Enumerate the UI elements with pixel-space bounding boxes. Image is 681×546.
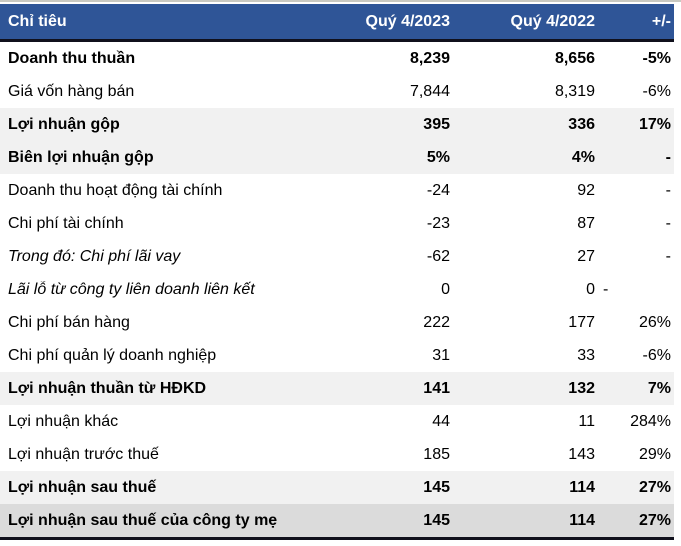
header-q4-2022: Quý 4/2022 [510,12,596,30]
value-change: 27% [638,511,671,529]
header-q4-2023: Quý 4/2023 [365,12,451,30]
value-q4-2023: 8,239 [409,49,450,67]
value-q4-2023: 5% [426,148,450,166]
row-label: Lãi lỗ từ công ty liên doanh liên kết [8,280,255,298]
table-row: Doanh thu thuần 8,239 8,656 -5% [0,42,674,75]
value-q4-2022: 0 [586,280,595,298]
row-label: Doanh thu hoạt động tài chính [8,181,223,199]
value-q4-2022: 8,656 [554,49,595,67]
value-q4-2023: 141 [423,379,450,397]
row-label: Chi phí tài chính [8,214,124,232]
table-row: Lợi nhuận sau thuế 145 114 27% [0,471,674,504]
value-q4-2022: 8,319 [554,82,595,100]
value-q4-2022: 336 [568,115,595,133]
table-row: Biên lợi nhuận gộp 5% 4% - [0,141,674,174]
table-row: Giá vốn hàng bán 7,844 8,319 -6% [0,75,674,108]
value-change: 17% [638,115,671,133]
value-change: -6% [642,346,671,364]
value-q4-2022: 177 [568,313,595,331]
value-q4-2022: 92 [577,181,595,199]
top-gridline [0,0,681,2]
table-body: Doanh thu thuần 8,239 8,656 -5% Giá vốn hàng… [0,42,674,540]
table-row: Lợi nhuận khác 44 11 284% [0,405,674,438]
row-label: Biên lợi nhuận gộp [8,148,154,166]
table-row: Lợi nhuận thuần từ HĐKD 141 132 7% [0,372,674,405]
value-q4-2023: 7,844 [409,82,450,100]
table-row: Trong đó: Chi phí lãi vay -62 27 - [0,240,674,273]
row-label: Lợi nhuận thuần từ HĐKD [8,379,207,397]
value-q4-2023: 0 [441,280,450,298]
value-change: 7% [647,379,671,397]
row-label: Doanh thu thuần [8,49,136,67]
header-criteria: Chỉ tiêu [8,12,67,30]
row-label: Chi phí bán hàng [8,313,130,331]
row-label: Lợi nhuận khác [8,412,119,430]
value-change: -6% [642,82,671,100]
value-change: 29% [638,445,671,463]
row-label: Chi phí quản lý doanh nghiệp [8,346,217,364]
table-row: Chi phí bán hàng 222 177 26% [0,306,674,339]
value-q4-2023: 145 [423,478,450,496]
value-change: 27% [638,478,671,496]
value-q4-2022: 114 [569,478,595,496]
value-q4-2022: 143 [568,445,595,463]
table-row: Lợi nhuận sau thuế của công ty mẹ 145 114 2… [0,504,674,537]
row-label: Trong đó: Chi phí lãi vay [8,247,181,265]
value-q4-2022: 27 [577,247,595,265]
value-change: 284% [630,412,671,430]
value-q4-2022: 132 [568,379,595,397]
value-q4-2022: 4% [571,148,595,166]
value-q4-2022: 87 [577,214,595,232]
table-row: Lãi lỗ từ công ty liên doanh liên kết 0 0- [0,273,674,306]
value-q4-2023: -62 [426,247,450,265]
row-label: Lợi nhuận sau thuế của công ty mẹ [8,511,278,529]
table-row: Doanh thu hoạt động tài chính -24 92 - [0,174,674,207]
table-row: Lợi nhuận gộp 395 336 17% [0,108,674,141]
value-change: - [665,181,671,199]
value-change: - [603,280,609,298]
value-q4-2023: 395 [423,115,450,133]
table-header-row: Chỉ tiêu Quý 4/2023 Quý 4/2022 +/- [0,4,674,42]
value-change: - [665,247,671,265]
table-row: Lợi nhuận trước thuế 185 143 29% [0,438,674,471]
value-q4-2023: -24 [426,181,450,199]
header-change: +/- [651,12,671,30]
value-q4-2023: 145 [423,511,450,529]
value-change: - [665,214,671,232]
value-q4-2023: 222 [423,313,450,331]
table-row: Chi phí tài chính -23 87 - [0,207,674,240]
row-label: Giá vốn hàng bán [8,82,135,100]
value-q4-2023: 31 [432,346,450,364]
table-row: Chi phí quản lý doanh nghiệp 31 33 -6% [0,339,674,372]
value-q4-2023: 44 [432,412,450,430]
row-label: Lợi nhuận trước thuế [8,445,159,463]
value-q4-2022: 11 [578,412,595,430]
value-change: 26% [638,313,671,331]
value-q4-2022: 114 [569,511,595,529]
row-label: Lợi nhuận sau thuế [8,478,157,496]
row-label: Lợi nhuận gộp [8,115,120,133]
value-q4-2022: 33 [577,346,595,364]
value-change: - [665,148,671,166]
value-q4-2023: -23 [426,214,450,232]
value-change: -5% [642,49,671,67]
value-q4-2023: 185 [423,445,450,463]
income-statement-table: Chỉ tiêu Quý 4/2023 Quý 4/2022 +/- Doanh… [0,4,674,540]
